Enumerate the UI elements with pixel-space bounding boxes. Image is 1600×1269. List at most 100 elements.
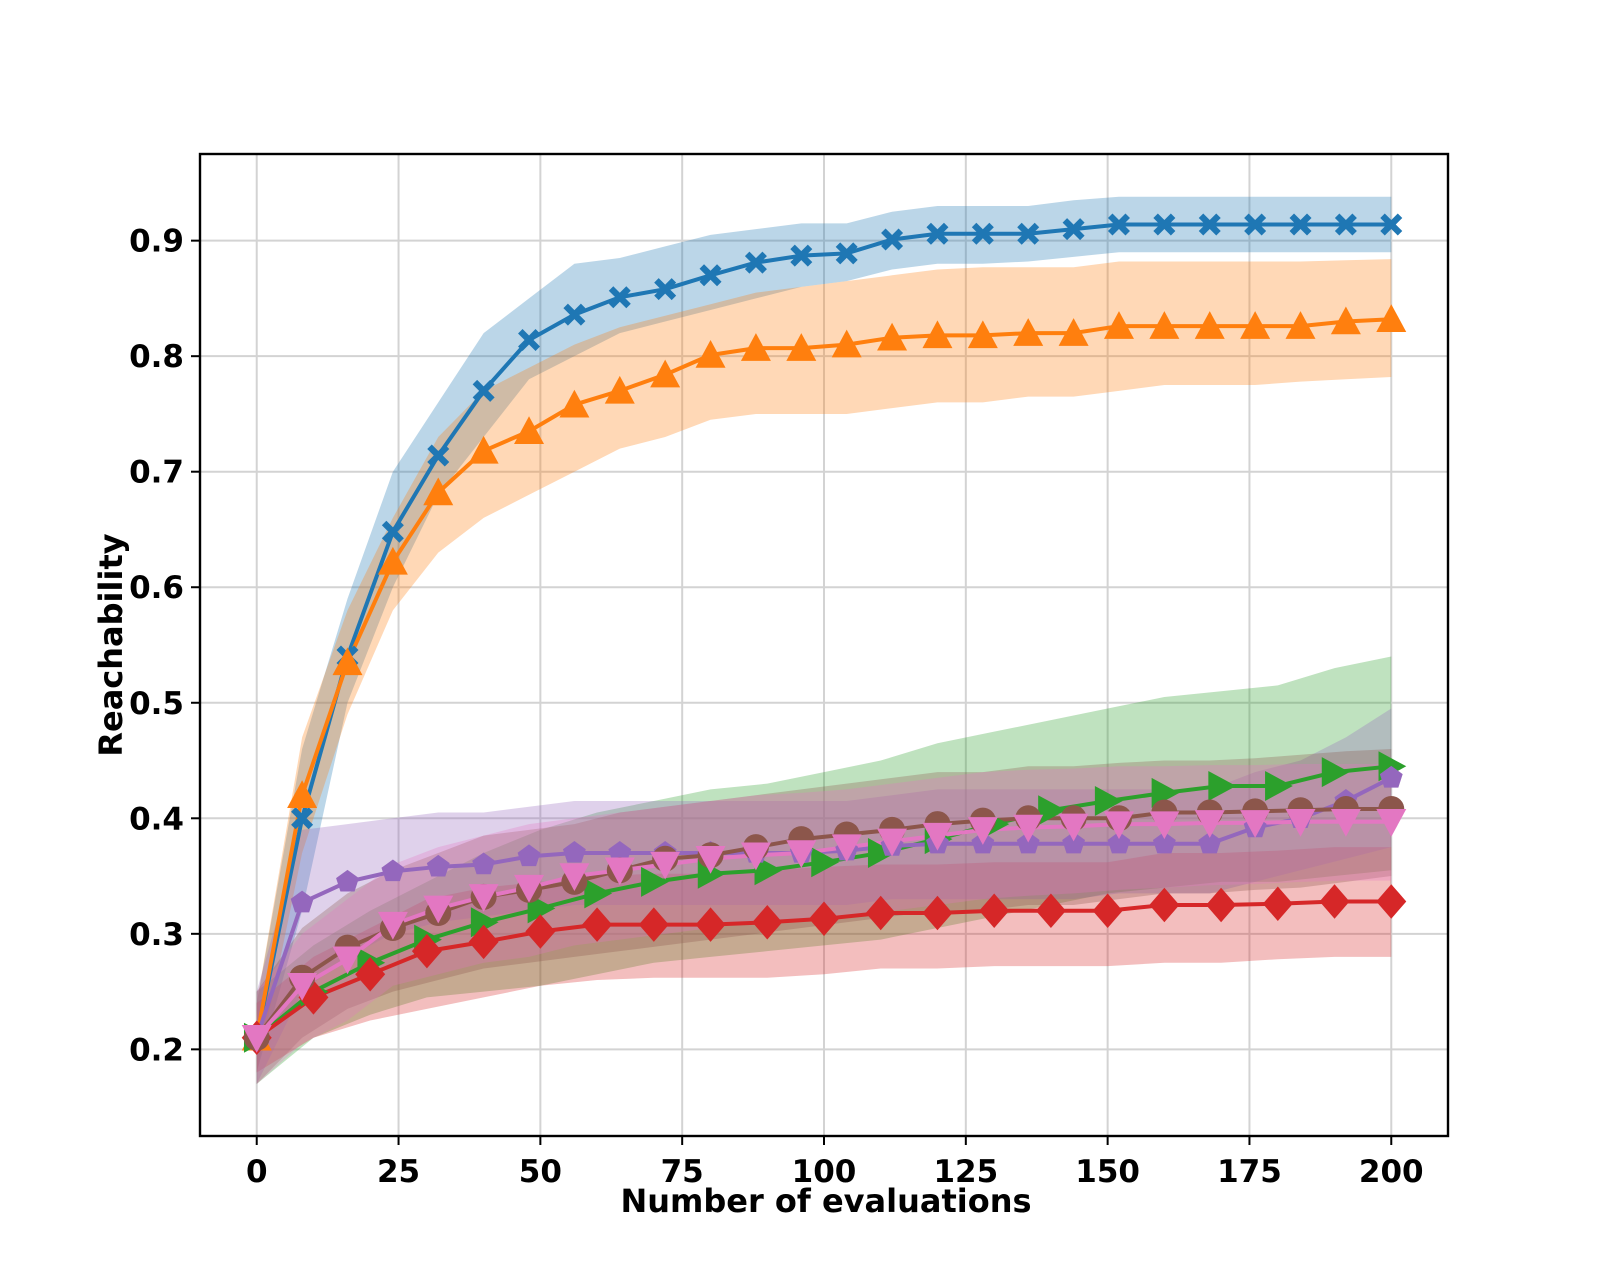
x-marker-shape — [563, 303, 586, 326]
x-tick-label: 125 — [933, 1154, 998, 1190]
x-marker-shape — [1334, 213, 1357, 236]
x-marker-shape — [1153, 213, 1176, 236]
series-blue-x-point — [1062, 218, 1085, 241]
series-red-diamond-point — [752, 905, 783, 940]
x-marker-shape — [1017, 222, 1040, 245]
series-pink-triangle-down-point — [695, 845, 726, 874]
series-orange-triangle-point — [1013, 318, 1044, 346]
series-pink-triangle-down-point — [1103, 811, 1134, 840]
series-orange-triangle-point — [922, 320, 953, 349]
x-marker-shape — [744, 251, 767, 274]
series-pink-triangle-down-point — [1240, 810, 1271, 838]
x-marker-shape — [881, 228, 904, 251]
series-pink-triangle-down-point — [241, 1025, 272, 1053]
series-orange-triangle-point — [877, 322, 908, 351]
series-orange-triangle-point — [377, 546, 408, 575]
series-orange-triangle-point — [287, 780, 318, 808]
series-orange-triangle-point — [1285, 311, 1316, 339]
x-tick-label: 75 — [661, 1154, 704, 1190]
series-pink-triangle-down-point — [423, 895, 454, 924]
series-red-diamond-point — [1376, 884, 1407, 919]
series-purple-pentagon-point — [1107, 831, 1131, 854]
series-pink-triangle-down-point — [514, 874, 545, 903]
series-blue-x-point — [744, 251, 767, 274]
series-pink-triangle-down-point — [332, 946, 363, 975]
series-orange-triangle-point — [1194, 311, 1225, 339]
series-red-diamond-point — [865, 895, 896, 931]
series-pink-triangle-down-point — [287, 973, 318, 1001]
series-pink-triangle-down-point — [786, 840, 817, 868]
series-orange-triangle-point — [1149, 311, 1180, 339]
series-red-diamond-point — [809, 901, 839, 937]
series-markers — [241, 213, 1407, 1056]
series-orange-triangle-point — [786, 333, 817, 361]
series-blue-x-point — [881, 228, 904, 251]
x-marker-shape — [926, 222, 949, 245]
series-blue-x-point — [518, 329, 541, 352]
x-marker-shape — [1198, 213, 1221, 236]
series-purple-pentagon-point — [381, 859, 405, 882]
series-purple-pentagon-point — [472, 852, 496, 875]
series-blue-x-point — [699, 264, 722, 287]
x-marker-shape — [291, 807, 314, 830]
series-green-triangle-right-point — [1208, 770, 1237, 801]
y-tick-label: 0.5 — [129, 686, 184, 722]
series-blue-x-point — [472, 379, 495, 402]
series-orange-triangle-point — [650, 359, 681, 388]
series-purple-pentagon-point — [1379, 765, 1403, 788]
x-tick-label: 175 — [1217, 1154, 1282, 1190]
series-pink-triangle-down-point — [1376, 809, 1407, 837]
series-orange-triangle-point — [1240, 311, 1271, 339]
y-tick-label: 0.9 — [129, 224, 184, 260]
series-green-triangle-right-point — [1321, 757, 1350, 788]
series-green-triangle-right-point — [641, 866, 669, 897]
series-pink-triangle-down-point — [650, 851, 681, 880]
x-tick-label: 0 — [246, 1154, 268, 1190]
x-marker-shape — [1107, 213, 1130, 236]
series-red-diamond-point — [582, 907, 613, 942]
series-orange-triangle-point — [695, 340, 726, 368]
axis-ticks: 0 25 50 75 100 125 150 175 200 0.2 0.3 0.4 0.5 0.6 0.7… — [129, 224, 1424, 1190]
series-blue-x-point — [1198, 213, 1221, 236]
series-orange-triangle-band — [256, 259, 1392, 1073]
series-purple-pentagon-point — [290, 890, 314, 913]
x-marker-shape — [381, 520, 404, 543]
series-blue-x-point — [1017, 222, 1040, 245]
x-marker-shape — [654, 278, 677, 301]
series-red-diamond-point — [468, 924, 499, 960]
series-blue-x-point — [971, 222, 994, 245]
y-tick-label: 0.7 — [129, 455, 184, 491]
series-green-triangle-right-point — [754, 855, 783, 886]
x-tick-label: 50 — [519, 1154, 562, 1190]
x-marker-shape — [1289, 213, 1312, 236]
x-marker-shape — [427, 444, 450, 467]
series-purple-pentagon-point — [1062, 831, 1086, 854]
x-marker-shape — [518, 329, 541, 352]
series-pink-triangle-down-point — [377, 911, 408, 940]
series-red-diamond-point — [1092, 893, 1123, 928]
series-purple-pentagon-point — [1198, 831, 1222, 854]
series-pink-triangle-down-point — [877, 828, 908, 857]
series-green-triangle-right-point — [1094, 785, 1123, 816]
x-tick-label: 100 — [792, 1154, 857, 1190]
series-green-triangle-right-point — [1265, 770, 1293, 801]
series-blue-x-point — [654, 278, 677, 301]
series-red-diamond-point — [1035, 893, 1066, 928]
series-pink-triangle-down-point — [922, 822, 953, 851]
series-purple-pentagon-point — [336, 869, 359, 892]
series-pink-triangle-down-point — [831, 834, 862, 863]
x-marker-shape — [608, 286, 631, 309]
series-blue-x-point — [790, 244, 813, 267]
series-red-diamond-point — [695, 907, 726, 942]
series-red-diamond-point — [1206, 887, 1237, 923]
series-pink-triangle-down-point — [1149, 811, 1180, 840]
series-blue-x-point — [563, 303, 586, 326]
series-pink-triangle-down-point — [468, 884, 499, 912]
series-pink-triangle-down-point — [1285, 809, 1316, 837]
y-tick-label: 0.8 — [129, 339, 184, 375]
series-green-triangle-right-point — [1151, 777, 1180, 808]
series-purple-pentagon-point — [426, 854, 450, 877]
series-green-triangle-right-point — [470, 907, 499, 938]
